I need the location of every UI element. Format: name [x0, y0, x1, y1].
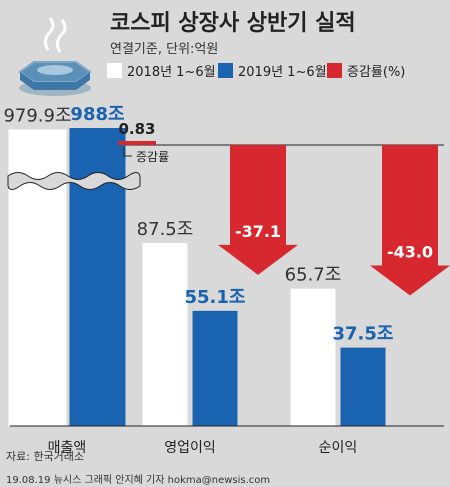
legend-swatch-2019 — [218, 63, 233, 78]
legend-label-2019: 2019년 1~6월 — [238, 65, 327, 80]
legend-label-2018: 2018년 1~6월 — [127, 65, 216, 80]
axis-break-icon — [7, 172, 141, 190]
source-note: 자료: 한국거래소 — [6, 450, 84, 463]
change-bar-0 — [118, 141, 156, 145]
bar-2019-1 — [192, 310, 238, 426]
credit-line: 19.08.19 뉴시스 그래픽 안지혜 기자 hokma@newsis.com — [6, 474, 270, 486]
change-arrow-1 — [218, 145, 298, 275]
legend-swatch-2018 — [107, 63, 122, 78]
bar-2018-2 — [290, 288, 336, 426]
change-callout: 증감률 — [123, 147, 169, 164]
footer-bar — [0, 470, 450, 487]
value-label-2019-1: 55.1조 — [185, 287, 246, 308]
change-arrow-2 — [370, 145, 450, 296]
value-label-2018-2: 65.7조 — [285, 265, 342, 286]
value-label-2018-0: 979.9조 — [3, 105, 71, 126]
legend-swatch-change — [327, 63, 342, 78]
value-label-2019-0: 988조 — [70, 104, 124, 125]
category-label-0: 매출액 — [48, 440, 87, 456]
change-callout-label: 증감률 — [136, 150, 169, 164]
value-label-2018-1: 87.5조 — [137, 219, 194, 240]
chart-subtitle: 연결기준, 단위:억원 — [110, 42, 218, 57]
legend: 2018년 1~6월 2019년 1~6월 증감률(%) — [107, 63, 405, 80]
category-label-1: 영업이익 — [164, 440, 216, 456]
value-label-2019-2: 37.5조 — [333, 324, 394, 345]
legend-label-change: 증감률(%) — [347, 65, 405, 80]
change-label-0: 0.83 — [118, 120, 155, 138]
bar-2019-2 — [340, 347, 386, 426]
bar-2018-1 — [142, 243, 188, 426]
change-label-2: -43.0 — [387, 243, 433, 262]
category-label-2: 순이익 — [319, 440, 358, 456]
hexagon-bowl-icon — [18, 17, 92, 96]
chart-title: 코스피 상장사 상반기 실적 — [110, 11, 356, 36]
change-label-1: -37.1 — [235, 222, 281, 241]
